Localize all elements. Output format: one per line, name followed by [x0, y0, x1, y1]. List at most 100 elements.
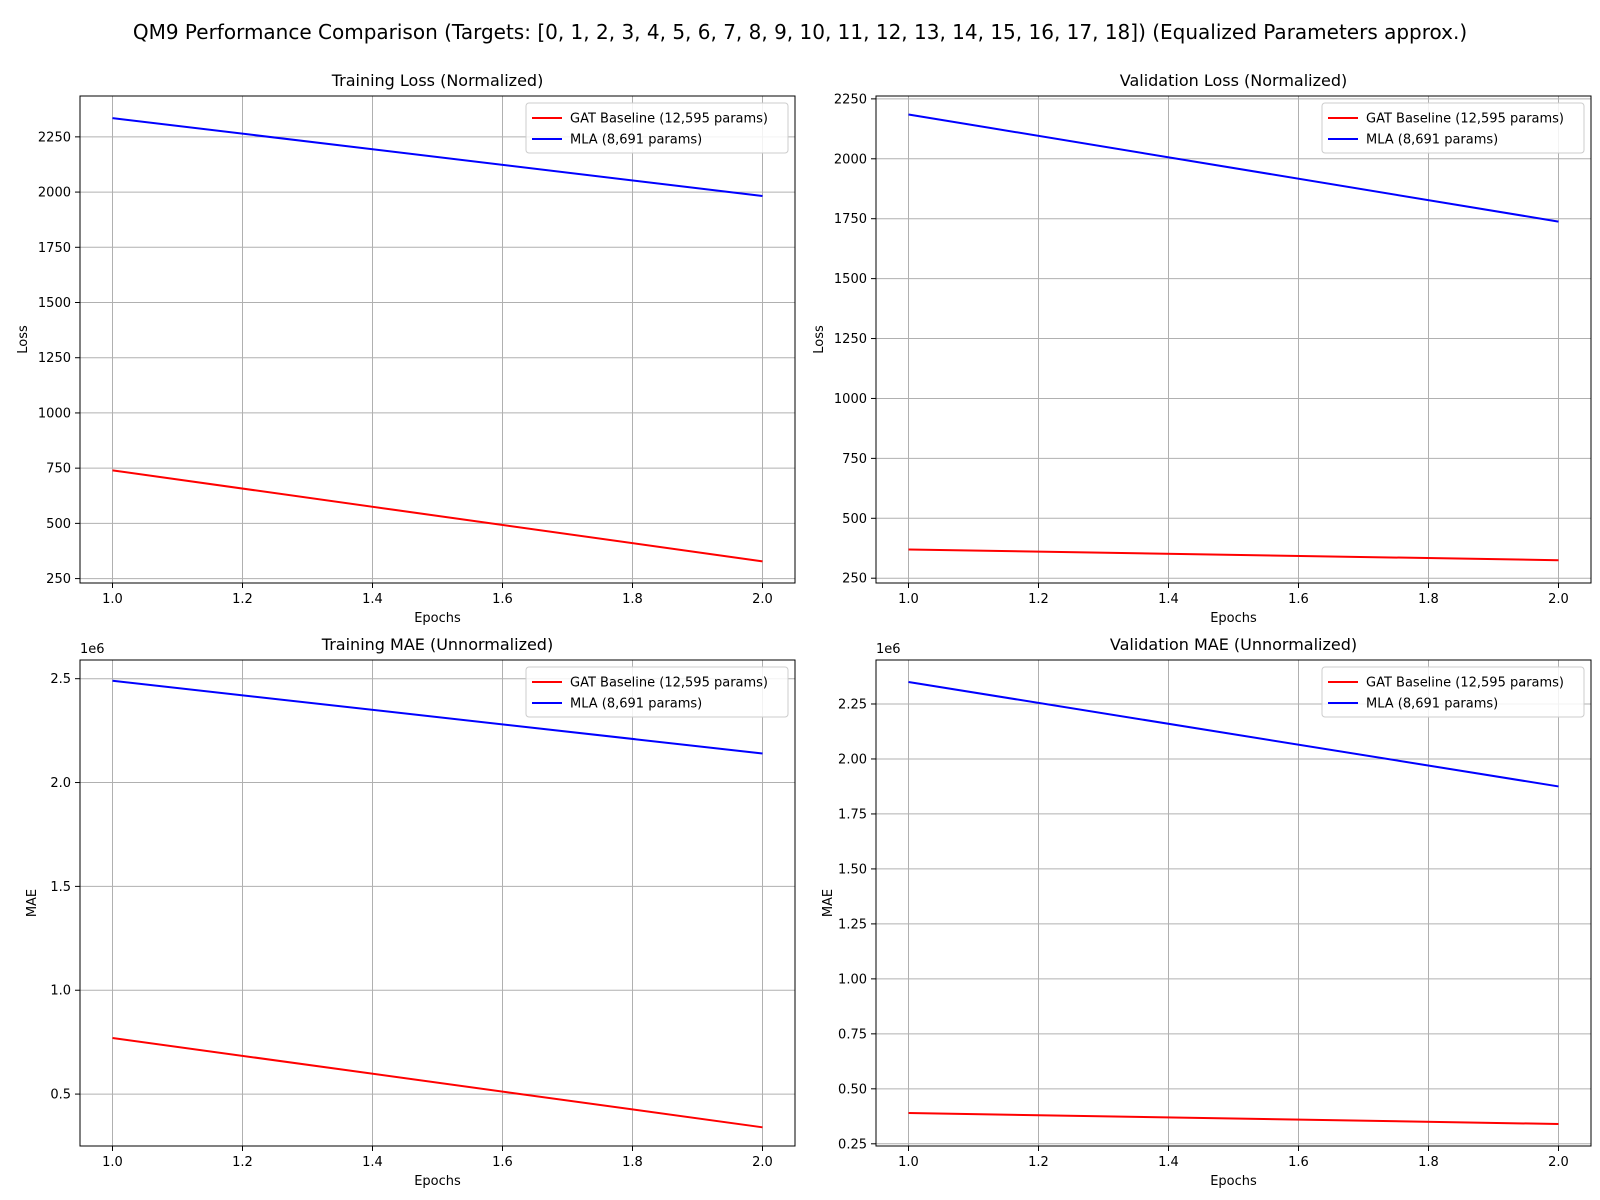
y-tick-label: 0.25 [838, 1137, 867, 1152]
x-tick-label: 1.6 [492, 1155, 513, 1170]
legend-entry: MLA (8,691 params) [1366, 133, 1498, 148]
series-line-mla [908, 681, 1559, 788]
legend: GAT Baseline (12,595 params) MLA (8,691 p… [525, 666, 789, 718]
y-tick-label: 0.75 [838, 1027, 867, 1042]
panel-3: 1.0 1.2 1.4 1.6 1.8 2.0 0.5 1.0 1.5 2.0 2.5 1e6 Trai… [25, 635, 796, 1189]
y-offset-label: 1e6 [876, 642, 901, 657]
x-tick-label: 1.6 [492, 592, 513, 607]
y-tick-label: 1.0 [50, 984, 71, 999]
x-tick-label: 2.0 [1548, 592, 1569, 607]
grid [80, 660, 795, 1146]
axes-frame [79, 95, 796, 584]
x-tick-label: 1.8 [1418, 592, 1439, 607]
legend-entry: MLA (8,691 params) [570, 133, 702, 148]
y-offset-label: 1e6 [80, 642, 105, 657]
series-line-mla [112, 679, 763, 755]
y-tick-label: 250 [46, 572, 71, 587]
legend-box [525, 102, 789, 154]
legend-box [525, 666, 789, 718]
x-tick-label: 1.2 [1028, 592, 1049, 607]
y-tick-label: 1000 [834, 392, 867, 407]
y-tick-label: 1250 [834, 332, 867, 347]
x-tick-label: 1.4 [1158, 592, 1179, 607]
figure-title: QM9 Performance Comparison (Targets: [0,… [133, 20, 1467, 44]
grid [876, 660, 1591, 1146]
series-line-mla [908, 113, 1559, 223]
y-tick-label: 0.50 [838, 1082, 867, 1097]
y-tick-label: 2000 [38, 186, 71, 201]
x-tick-label: 1.0 [898, 1155, 919, 1170]
y-tick-label: 2250 [834, 92, 867, 107]
x-tick-label: 1.6 [1288, 1155, 1309, 1170]
x-axis-label: Epochs [414, 1174, 461, 1189]
series-line-gat-baseline [112, 469, 763, 563]
axes-frame [79, 659, 796, 1147]
panel-title: Training MAE (Unnormalized) [321, 635, 553, 654]
x-tick-label: 2.0 [752, 592, 773, 607]
y-tick-label: 750 [842, 452, 867, 467]
legend-entry: MLA (8,691 params) [570, 697, 702, 712]
y-tick-label: 1.50 [838, 862, 867, 877]
panel-1: 1.0 1.2 1.4 1.6 1.8 2.0 250 500 750 1000 1250 1500 1… [16, 71, 796, 626]
legend-box [1321, 666, 1585, 718]
y-tick-label: 1500 [834, 272, 867, 287]
legend-entry: MLA (8,691 params) [1366, 697, 1498, 712]
x-tick-label: 1.0 [898, 592, 919, 607]
legend-entry: GAT Baseline (12,595 params) [1366, 112, 1564, 127]
axes-frame [875, 95, 1592, 584]
x-tick-label: 1.6 [1288, 592, 1309, 607]
x-tick-label: 1.4 [362, 592, 383, 607]
x-tick-label: 1.8 [622, 1155, 643, 1170]
x-tick-label: 1.2 [232, 1155, 253, 1170]
grid [876, 96, 1591, 583]
y-tick-label: 2000 [834, 152, 867, 167]
legend-entry: GAT Baseline (12,595 params) [570, 112, 768, 127]
x-tick-label: 2.0 [1548, 1155, 1569, 1170]
x-axis-label: Epochs [1210, 1174, 1257, 1189]
panel-title: Validation Loss (Normalized) [1120, 71, 1348, 90]
y-axis-label: MAE [25, 889, 40, 917]
y-axis-label: Loss [812, 325, 827, 354]
y-tick-label: 250 [842, 572, 867, 587]
y-tick-label: 1500 [38, 296, 71, 311]
y-tick-label: 2250 [38, 130, 71, 145]
series-line-gat-baseline [908, 1112, 1559, 1126]
y-axis-label: MAE [821, 889, 836, 917]
y-tick-label: 2.25 [838, 697, 867, 712]
panel-title: Training Loss (Normalized) [331, 71, 544, 90]
y-tick-label: 1750 [38, 241, 71, 256]
legend: GAT Baseline (12,595 params) MLA (8,691 p… [1321, 102, 1585, 154]
x-tick-label: 2.0 [752, 1155, 773, 1170]
x-tick-label: 1.4 [1158, 1155, 1179, 1170]
legend-box [1321, 102, 1585, 154]
panel-2: 1.0 1.2 1.4 1.6 1.8 2.0 250 500 750 1000 1250 1500 1… [812, 71, 1592, 626]
x-tick-label: 1.4 [362, 1155, 383, 1170]
y-axis-label: Loss [16, 325, 31, 354]
y-tick-label: 2.0 [50, 776, 71, 791]
axes-frame [875, 659, 1592, 1147]
y-tick-label: 0.5 [50, 1088, 71, 1103]
y-tick-label: 1750 [834, 212, 867, 227]
y-tick-label: 1000 [38, 406, 71, 421]
grid [80, 96, 795, 583]
series-line-mla [112, 117, 763, 198]
panel-4: 1.0 1.2 1.4 1.6 1.8 2.0 0.25 0.50 0.75 1.00 1.25 1.… [821, 635, 1592, 1189]
y-tick-label: 750 [46, 462, 71, 477]
legend-entry: GAT Baseline (12,595 params) [1366, 676, 1564, 691]
y-tick-label: 1.5 [50, 880, 71, 895]
y-tick-label: 2.5 [50, 672, 71, 687]
legend: GAT Baseline (12,595 params) MLA (8,691 p… [525, 102, 789, 154]
y-tick-label: 1.00 [838, 972, 867, 987]
series-line-gat-baseline [908, 548, 1559, 562]
x-tick-label: 1.8 [622, 592, 643, 607]
x-tick-label: 1.8 [1418, 1155, 1439, 1170]
legend-entry: GAT Baseline (12,595 params) [570, 676, 768, 691]
x-tick-label: 1.2 [1028, 1155, 1049, 1170]
y-tick-label: 1.75 [838, 807, 867, 822]
x-tick-label: 1.2 [232, 592, 253, 607]
panel-title: Validation MAE (Unnormalized) [1110, 635, 1357, 654]
x-axis-label: Epochs [414, 611, 461, 626]
y-tick-label: 1.25 [838, 917, 867, 932]
legend: GAT Baseline (12,595 params) MLA (8,691 p… [1321, 666, 1585, 718]
